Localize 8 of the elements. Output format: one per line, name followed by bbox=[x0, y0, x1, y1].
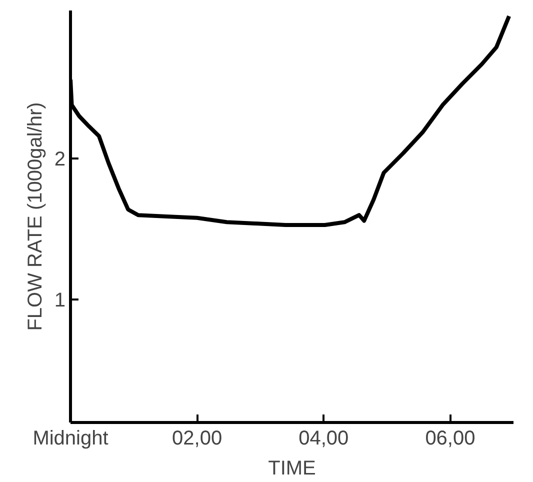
x-axis-title: TIME bbox=[268, 458, 316, 480]
y-tick-label: 2 bbox=[54, 148, 66, 171]
x-tick-label: Midnight bbox=[32, 428, 109, 450]
x-tick-label: 06,00 bbox=[425, 428, 476, 450]
y-axis-title: FLOW RATE (1000gal/hr) bbox=[24, 102, 46, 331]
x-tick-label: 04,00 bbox=[298, 428, 349, 450]
y-tick-label: 1 bbox=[54, 290, 66, 312]
x-tick-label: 02,00 bbox=[172, 428, 222, 450]
